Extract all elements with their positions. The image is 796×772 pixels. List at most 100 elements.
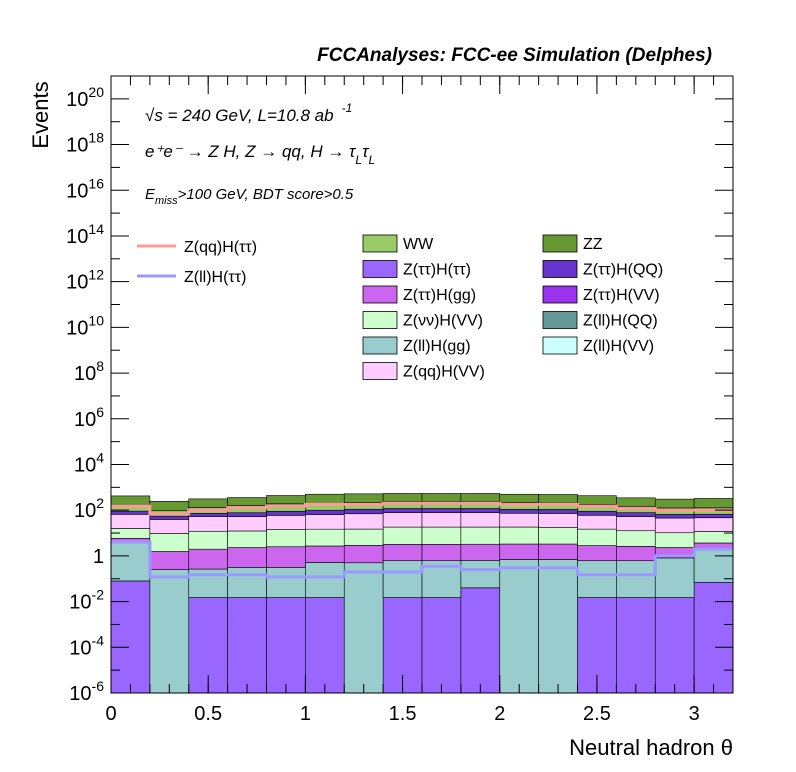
bar (382, 543, 423, 562)
bar (577, 528, 617, 546)
bar (577, 510, 617, 516)
bar (110, 514, 151, 529)
bar (460, 512, 501, 528)
bar (188, 498, 228, 508)
series-2 (110, 538, 734, 570)
bar (110, 542, 151, 582)
bar (538, 494, 578, 504)
bar (227, 516, 267, 532)
bar (343, 545, 384, 564)
bar (616, 546, 656, 562)
bar (693, 513, 734, 519)
bar (577, 545, 617, 562)
bar (382, 508, 423, 513)
chart-header: FCCAnalyses: FCC-ee Simulation (Delphes) (317, 45, 712, 66)
bar (266, 529, 306, 548)
series-7 (110, 493, 734, 512)
bar (188, 548, 228, 570)
x-tick-label: 0 (105, 703, 116, 725)
bar (343, 513, 384, 530)
bar (343, 493, 384, 503)
bar (538, 527, 578, 545)
bar (460, 587, 501, 694)
bar (460, 526, 501, 545)
bar (460, 560, 501, 589)
bar (616, 560, 656, 598)
y-tick-label: 102 (74, 495, 104, 522)
legend-label: Z(νν)H(VV) (403, 313, 483, 330)
y-axis-label: Events (28, 81, 53, 148)
y-tick-label: 108 (74, 358, 104, 385)
bar (538, 543, 578, 560)
legend-swatch (362, 234, 398, 253)
series-1 (110, 542, 734, 694)
y-tick-label: 1018 (66, 130, 104, 157)
annotation-process: e⁺e⁻ → Z H, Z → qq, H → τLτL (145, 142, 375, 167)
line-series-1 (111, 540, 733, 579)
x-axis-label: Neutral hadron θ (569, 735, 733, 760)
bar (188, 530, 228, 550)
x-tick-label: 1 (300, 703, 311, 725)
legend-label: Z(ττ)H(VV) (583, 287, 660, 304)
legend-swatch (362, 362, 398, 380)
x-tick-label: 2.5 (583, 703, 611, 725)
bar (266, 515, 306, 530)
legend-swatch (542, 336, 578, 355)
bar (343, 528, 384, 546)
bar (188, 516, 228, 532)
bar (693, 498, 734, 509)
bar (616, 516, 656, 532)
legend-swatch (362, 285, 398, 304)
bar (110, 510, 151, 515)
legend-label: Z(ll)H(VV) (583, 338, 654, 355)
bar (188, 513, 228, 517)
legend-label: Z(ττ)H(QQ) (583, 262, 663, 279)
legend-swatch (542, 285, 578, 304)
series-3 (110, 526, 734, 552)
legend-swatch (362, 336, 398, 355)
bar (149, 515, 190, 520)
bar (460, 508, 501, 513)
y-tick-label: 1014 (66, 221, 104, 248)
bar (693, 548, 734, 583)
y-tick-label: 1020 (66, 84, 104, 111)
bar (305, 493, 345, 504)
annotation-energy: √s = 240 GeV, L=10.8 ab -1 (145, 101, 352, 125)
bar (654, 517, 695, 534)
bar (421, 493, 462, 502)
legend-label: Z(ττ)H(ττ) (403, 262, 471, 279)
bar (577, 560, 617, 598)
bar (577, 495, 617, 505)
bar (538, 559, 578, 694)
bar (305, 528, 345, 547)
axes: 0 0.5 1 1.5 2 2.5 3 10-6 10-4 10-2 1 102 104 106 108 10… (66, 76, 734, 725)
bar (149, 569, 190, 694)
bar (305, 545, 345, 563)
bar (421, 512, 462, 528)
stacked-bars (110, 493, 734, 694)
bar (110, 580, 151, 694)
bar (382, 512, 423, 528)
bar (305, 562, 345, 598)
x-tick-label: 0.5 (194, 703, 222, 725)
bar (227, 597, 267, 694)
legend-swatch (542, 260, 578, 278)
y-tick-label: 1012 (66, 267, 104, 294)
legend-label: WW (403, 236, 434, 253)
bar (499, 526, 539, 545)
bar (654, 498, 695, 509)
legend-label: Z(ll)H(gg) (403, 338, 471, 355)
y-tick-label: 10-2 (69, 587, 104, 614)
bar (305, 509, 345, 515)
legend-label: Z(qq)H(VV) (403, 364, 485, 381)
series-4 (110, 512, 734, 534)
bar (343, 508, 384, 515)
bar (693, 581, 734, 694)
bar (382, 526, 423, 545)
bar (149, 533, 190, 552)
y-tick-label: 10-4 (69, 632, 104, 659)
bar (266, 567, 306, 598)
bar (149, 519, 190, 534)
bar (227, 512, 267, 517)
